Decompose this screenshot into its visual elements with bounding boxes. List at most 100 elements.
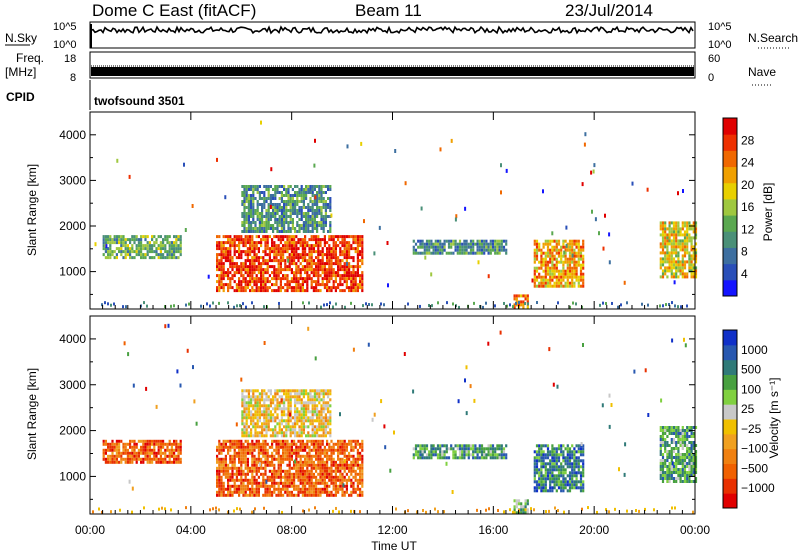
- power-cell: [308, 256, 311, 260]
- velocity-cell: [555, 468, 558, 472]
- velocity-cell: [322, 404, 325, 408]
- power-cell: [538, 281, 541, 285]
- power-cell: [677, 266, 680, 270]
- power-cell: [361, 274, 364, 278]
- velocity-cell: [285, 419, 288, 423]
- power-cell: [280, 206, 283, 209]
- velocity-cell: [308, 457, 311, 461]
- power-cell: [288, 238, 291, 242]
- power-cell: [540, 260, 543, 264]
- velocity-cell: [305, 434, 308, 438]
- power-cell: [551, 272, 554, 276]
- power-cell: [522, 300, 525, 304]
- velocity-cell: [269, 410, 272, 414]
- power-cell: [262, 259, 265, 263]
- velocity-cell: [164, 460, 167, 464]
- power-cell: [113, 235, 116, 239]
- power-cell: [265, 230, 268, 233]
- velocity-cell: [272, 428, 275, 432]
- power-cell: [681, 275, 684, 279]
- velocity-cell: [326, 481, 329, 485]
- velocity-cell: [458, 456, 462, 460]
- power-sparse-point: [360, 141, 363, 146]
- velocity-cell: [500, 456, 503, 460]
- power-cell: [264, 283, 267, 287]
- velocity-cell: [124, 457, 127, 461]
- power-cell: [238, 238, 241, 242]
- velocity-cell: [564, 468, 567, 472]
- velocity-cell: [343, 466, 346, 470]
- velocity-cell: [297, 490, 300, 494]
- velocity-cell: [249, 451, 252, 455]
- velocity-cell: [216, 484, 219, 488]
- velocity-cell: [254, 434, 257, 438]
- power-cell: [284, 259, 287, 263]
- velocity-cell: [282, 448, 285, 452]
- velocity-cell: [562, 453, 565, 457]
- power-cell: [670, 254, 673, 258]
- power-cell: [285, 218, 288, 221]
- velocity-cell: [233, 445, 236, 449]
- velocity-cell: [329, 398, 332, 402]
- power-cell: [690, 239, 693, 243]
- power-cell: [279, 250, 282, 254]
- velocity-cell: [352, 448, 355, 452]
- velocity-cell: [263, 398, 266, 402]
- power-cell: [255, 274, 258, 278]
- power-cell: [330, 238, 333, 242]
- power-cell: [293, 262, 296, 266]
- velocity-cell: [273, 448, 276, 452]
- velocity-cell: [240, 472, 243, 476]
- power-cell: [350, 247, 353, 251]
- power-cell: [224, 241, 227, 245]
- power-cell: [251, 250, 254, 254]
- velocity-cell: [300, 416, 303, 420]
- velocity-cell: [260, 481, 263, 485]
- power-cell: [544, 266, 547, 270]
- velocity-cell: [300, 413, 303, 417]
- velocity-cell: [146, 442, 149, 446]
- power-cell: [577, 251, 580, 255]
- velocity-cell: [343, 451, 346, 455]
- velocity-cell: [309, 410, 312, 414]
- power-cell: [324, 200, 327, 203]
- power-cell: [412, 245, 415, 249]
- power-cell: [568, 257, 572, 261]
- velocity-cell: [326, 439, 329, 443]
- power-cell: [166, 256, 169, 260]
- velocity-cell: [302, 431, 305, 435]
- velocity-cell: [549, 477, 552, 481]
- power-cell: [222, 241, 225, 245]
- velocity-cell: [327, 422, 330, 426]
- velocity-cell: [301, 478, 304, 482]
- power-cell: [326, 283, 329, 287]
- power-cell: [266, 262, 269, 266]
- power-cell: [277, 253, 280, 257]
- velocity-cell: [235, 472, 238, 476]
- velocity-cell: [359, 451, 362, 455]
- power-cell: [688, 251, 691, 255]
- power-cell: [276, 185, 279, 188]
- velocity-cell: [220, 478, 223, 482]
- power-cell: [102, 244, 105, 248]
- power-cell: [330, 265, 333, 269]
- velocity-cell: [109, 460, 112, 464]
- velocity-cell: [564, 477, 567, 481]
- power-cell: [472, 242, 475, 246]
- velocity-cell: [334, 481, 337, 485]
- velocity-cell: [305, 419, 308, 423]
- velocity-cell: [297, 445, 300, 449]
- power-cell: [318, 185, 321, 188]
- velocity-cell: [272, 401, 275, 405]
- power-cell: [142, 235, 145, 239]
- power-colorbar-tick: 12: [741, 222, 755, 236]
- velocity-cell: [257, 490, 260, 494]
- velocity-cell: [254, 425, 257, 429]
- power-cell: [317, 253, 320, 257]
- velocity-cell: [461, 453, 464, 457]
- power-cell: [283, 200, 286, 203]
- velocity-cell: [277, 460, 280, 464]
- power-cell: [694, 269, 698, 273]
- power-cell: [681, 224, 684, 228]
